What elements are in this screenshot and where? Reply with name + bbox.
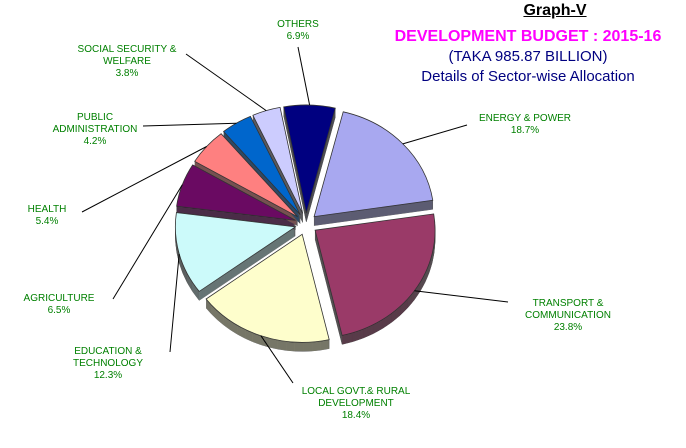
leader-line (81, 146, 207, 213)
slice-label-percent: 12.3% (93, 370, 123, 381)
pie-slice (223, 115, 301, 215)
chart-description: Details of Sector-wise Allocation (421, 68, 635, 85)
chart-subtitle: (TAKA 985.87 BILLION) (448, 48, 608, 65)
leader-line (414, 290, 509, 303)
slice-label-percent: 23.8% (553, 322, 583, 333)
pie-slice (283, 104, 336, 214)
leader-line (112, 184, 183, 300)
pie-face-layer (174, 104, 436, 343)
pie-slice (174, 212, 297, 292)
pie-slice (194, 133, 298, 218)
slice-label-name: TRANSPORT & (532, 298, 604, 309)
slice-label-name: OTHERS (277, 19, 319, 30)
slice-label: LOCAL GOVT.& RURAL DEVELOPMENT 18.4% (276, 386, 436, 422)
slice-label: ENERGY & POWER 18.7% (445, 113, 605, 137)
slice-label-name: PUBLIC (76, 112, 114, 123)
leader-line (169, 253, 180, 353)
slice-label-percent: 18.4% (341, 410, 371, 421)
leader-line (402, 124, 468, 145)
slice-label-percent: 18.7% (510, 125, 540, 136)
pie-slice (252, 106, 304, 214)
leader-line (142, 122, 237, 127)
slice-label-name: WELFARE (103, 56, 151, 67)
slice-label-name: HEALTH (27, 204, 67, 215)
pie-slice (314, 213, 436, 336)
graph-label: Graph-V (523, 2, 587, 19)
slice-label-name: TECHNOLOGY (72, 358, 143, 369)
slice-label-name: AGRICULTURE (23, 293, 95, 304)
slice-label: HEALTH 5.4% (0, 204, 127, 228)
slice-label: SOCIAL SECURITY & WELFARE 3.8% (47, 44, 207, 80)
slice-label: EDUCATION & TECHNOLOGY 12.3% (28, 346, 188, 382)
slice-label-name: LOCAL GOVT.& RURAL (301, 386, 411, 397)
slice-label: AGRICULTURE 6.5% (0, 293, 139, 317)
slice-label-percent: 6.9% (286, 31, 310, 42)
slice-label: PUBLIC ADMINISTRATION 4.2% (15, 112, 175, 148)
slice-label-name: SOCIAL SECURITY & (77, 44, 177, 55)
chart-title: DEVELOPMENT BUDGET : 2015-16 (394, 28, 662, 45)
slice-label-percent: 6.5% (47, 305, 71, 316)
leader-line (297, 46, 311, 106)
slice-label: OTHERS 6.9% (218, 19, 378, 43)
slice-label-name: EDUCATION & (74, 346, 142, 357)
slice-label-name: DEVELOPMENT (318, 398, 394, 409)
leader-lines (81, 46, 509, 384)
leader-line (260, 335, 294, 384)
slice-label-percent: 4.2% (83, 136, 107, 147)
slice-label-percent: 5.4% (35, 216, 59, 227)
slice-label-name: ENERGY & POWER (478, 113, 572, 124)
leader-line (185, 53, 267, 112)
slice-label-name: COMMUNICATION (525, 310, 611, 321)
slice-label-name: ADMINISTRATION (52, 124, 138, 135)
slice-label-percent: 3.8% (115, 68, 139, 79)
slice-label: TRANSPORT & COMMUNICATION 23.8% (488, 298, 648, 334)
